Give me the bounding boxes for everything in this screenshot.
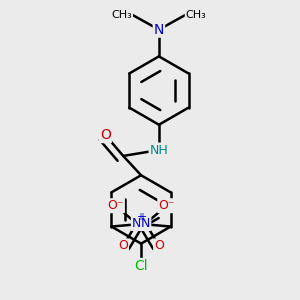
- Text: O: O: [154, 239, 164, 252]
- Text: +: +: [136, 212, 144, 222]
- Text: N: N: [132, 217, 141, 230]
- Text: O⁻: O⁻: [158, 199, 175, 212]
- Text: Cl: Cl: [134, 259, 148, 273]
- Text: NH: NH: [149, 143, 168, 157]
- Text: +: +: [138, 212, 146, 222]
- Text: CH₃: CH₃: [186, 10, 206, 20]
- Text: O: O: [100, 128, 111, 142]
- Text: N: N: [141, 217, 150, 230]
- Text: O: O: [118, 239, 128, 252]
- Text: N: N: [154, 22, 164, 37]
- Text: CH₃: CH₃: [111, 10, 132, 20]
- Text: O⁻: O⁻: [107, 199, 124, 212]
